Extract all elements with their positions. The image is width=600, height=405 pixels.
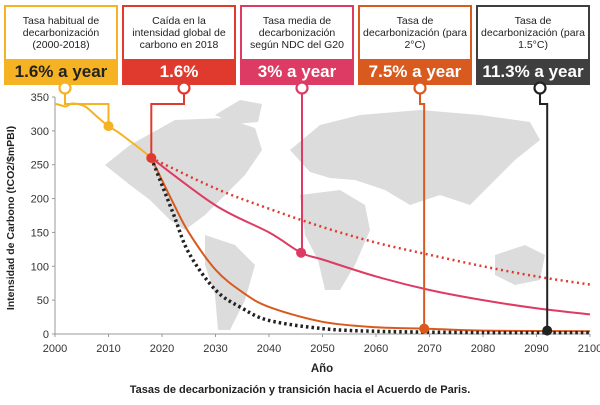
x-tick-label: 2040	[257, 343, 281, 355]
y-tick-label: 0	[43, 329, 49, 341]
y-tick-label: 250	[31, 160, 49, 172]
x-tick-label: 2000	[43, 343, 67, 355]
rate-box: Tasa habitual de decarbonización (2000-2…	[4, 5, 118, 85]
x-tick-label: 2100	[578, 343, 600, 355]
x-tick-label: 2030	[203, 343, 227, 355]
callout-connector	[419, 92, 426, 329]
y-tick-label: 100	[31, 261, 49, 273]
rate-box-title: Tasa de decarbonización (para 1.5°C)	[481, 15, 585, 51]
x-tick-label: 2070	[417, 343, 441, 355]
series-line	[149, 157, 591, 335]
x-tick-label: 2010	[96, 343, 120, 355]
x-tick-label: 2080	[471, 343, 495, 355]
callout-connector	[539, 92, 549, 331]
rate-box-value: 1.6% a year	[4, 59, 118, 85]
callout-anchor	[177, 81, 191, 95]
rate-box: Caída en la intensidad global de carbono…	[122, 5, 236, 85]
y-tick-label: 150	[31, 227, 49, 239]
rate-box-title: Tasa media de decarbonización según NDC …	[250, 15, 344, 51]
rate-box-title: Tasa habitual de decarbonización (2000-2…	[22, 15, 100, 51]
series-lines	[54, 102, 591, 335]
rate-box: Tasa de decarbonización (para 2°C) 7.5% …	[358, 5, 472, 85]
y-tick-label: 200	[31, 194, 49, 206]
series-marker	[419, 323, 430, 334]
callout-anchor	[58, 81, 72, 95]
rate-box: Tasa de decarbonización (para 1.5°C) 11.…	[476, 5, 590, 85]
rate-box-value: 3% a year	[240, 59, 354, 85]
callout-anchor	[295, 81, 309, 95]
rate-box-value: 11.3% a year	[476, 59, 590, 85]
series-line	[150, 157, 591, 333]
series-marker	[146, 152, 157, 163]
x-tick-label: 2090	[524, 343, 548, 355]
rate-box-value: 7.5% a year	[358, 59, 472, 85]
callout-anchor	[413, 81, 427, 95]
y-axis-label: Intensidad de Carbono (tCO2/$mPBI)	[5, 126, 17, 310]
x-axis-label: Año	[311, 363, 333, 375]
series-line	[54, 102, 152, 159]
rate-box: Tasa media de decarbonización según NDC …	[240, 5, 354, 85]
callout-connector	[64, 92, 110, 127]
callout-connector	[150, 92, 185, 158]
world-map-background	[105, 100, 545, 330]
rate-box-title: Tasa de decarbonización (para 2°C)	[363, 15, 467, 51]
series-marker	[296, 247, 307, 258]
x-tick-label: 2050	[310, 343, 334, 355]
y-tick-label: 300	[31, 126, 49, 138]
series-line	[150, 157, 591, 316]
y-tick-label: 350	[31, 92, 49, 104]
rate-box-title: Caída en la intensidad global de carbono…	[132, 15, 226, 51]
chart-caption: Tasas de decarbonización y transición ha…	[129, 384, 471, 396]
y-tick-label: 50	[37, 295, 49, 307]
series-marker	[103, 121, 114, 132]
callout-anchor	[533, 81, 547, 95]
x-tick-label: 2020	[150, 343, 174, 355]
rate-box-value: 1.6%	[122, 59, 236, 85]
axes: 2000 2010 2020 2030 2040 2050 2060 2070 2080 2090…	[31, 92, 600, 355]
callout-connectors	[58, 81, 553, 336]
series-marker	[542, 325, 553, 336]
x-tick-label: 2060	[364, 343, 388, 355]
